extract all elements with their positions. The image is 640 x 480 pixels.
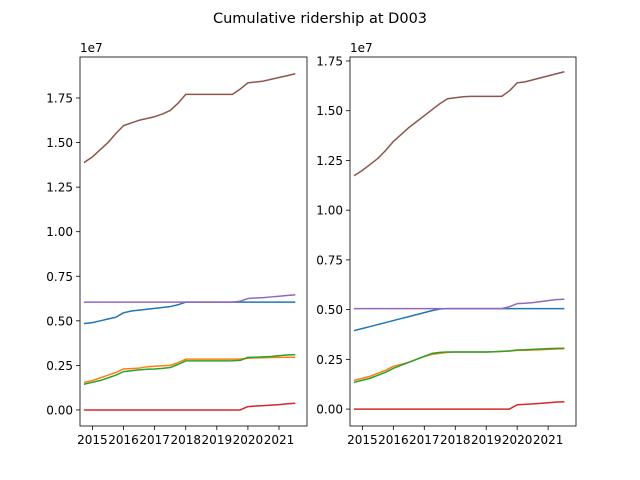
y-tick-label: 0.00 [46,403,73,417]
x-tick-label: 2019 [202,433,233,447]
x-tick-label: 2018 [170,433,201,447]
y-offset-label: 1e7 [350,41,373,55]
series-line-5 [353,298,565,310]
x-tick-label: 2020 [502,433,533,447]
x-tick-label: 2016 [378,433,409,447]
x-tick-label: 2016 [108,433,139,447]
series-line-5 [83,294,296,303]
series-line-6 [83,73,296,164]
y-tick-label: 1.25 [46,181,73,195]
y-tick-label: 1.00 [316,204,343,218]
x-tick-label: 2020 [233,433,264,447]
y-tick-label: 0.25 [46,359,73,373]
x-tick-label: 2019 [471,433,502,447]
y-tick-label: 0.00 [316,403,343,417]
y-tick-label: 0.25 [316,353,343,367]
x-tick-label: 2017 [409,433,440,447]
series-line-4 [353,400,565,410]
figure-title: Cumulative ridership at D003 [213,11,427,27]
y-offset-label: 1e7 [80,41,103,55]
x-tick-label: 2018 [440,433,471,447]
x-tick-label: 2015 [347,433,378,447]
y-tick-label: 0.75 [46,270,73,284]
y-tick-label: 1.75 [316,54,343,68]
y-tick-label: 1.25 [316,154,343,168]
y-tick-label: 1.00 [46,225,73,239]
y-tick-label: 0.50 [46,314,73,328]
y-tick-label: 0.50 [316,303,343,317]
series-line-3 [83,353,296,386]
y-tick-label: 1.50 [316,104,343,118]
y-tick-label: 1.75 [46,92,73,106]
right-chart: 2015 2016 2017 2018 2019 2020 2021 0.00 0.25 0.50… [316,41,577,447]
left-chart: 2015 2016 2017 2018 2019 2020 2021 0.00 0.25 0.50… [46,41,308,447]
y-tick-label: 0.75 [316,253,343,267]
x-tick-label: 2017 [139,433,170,447]
series-line-2 [83,356,296,384]
y-tick-label: 1.50 [46,136,73,150]
x-tick-label: 2021 [264,433,295,447]
axes-frame [349,56,577,427]
axes-frame [79,56,308,427]
series-line-4 [83,402,296,411]
series-line-3 [353,347,565,384]
series-line-6 [353,71,565,177]
x-tick-label: 2015 [77,433,108,447]
x-tick-label: 2021 [533,433,564,447]
